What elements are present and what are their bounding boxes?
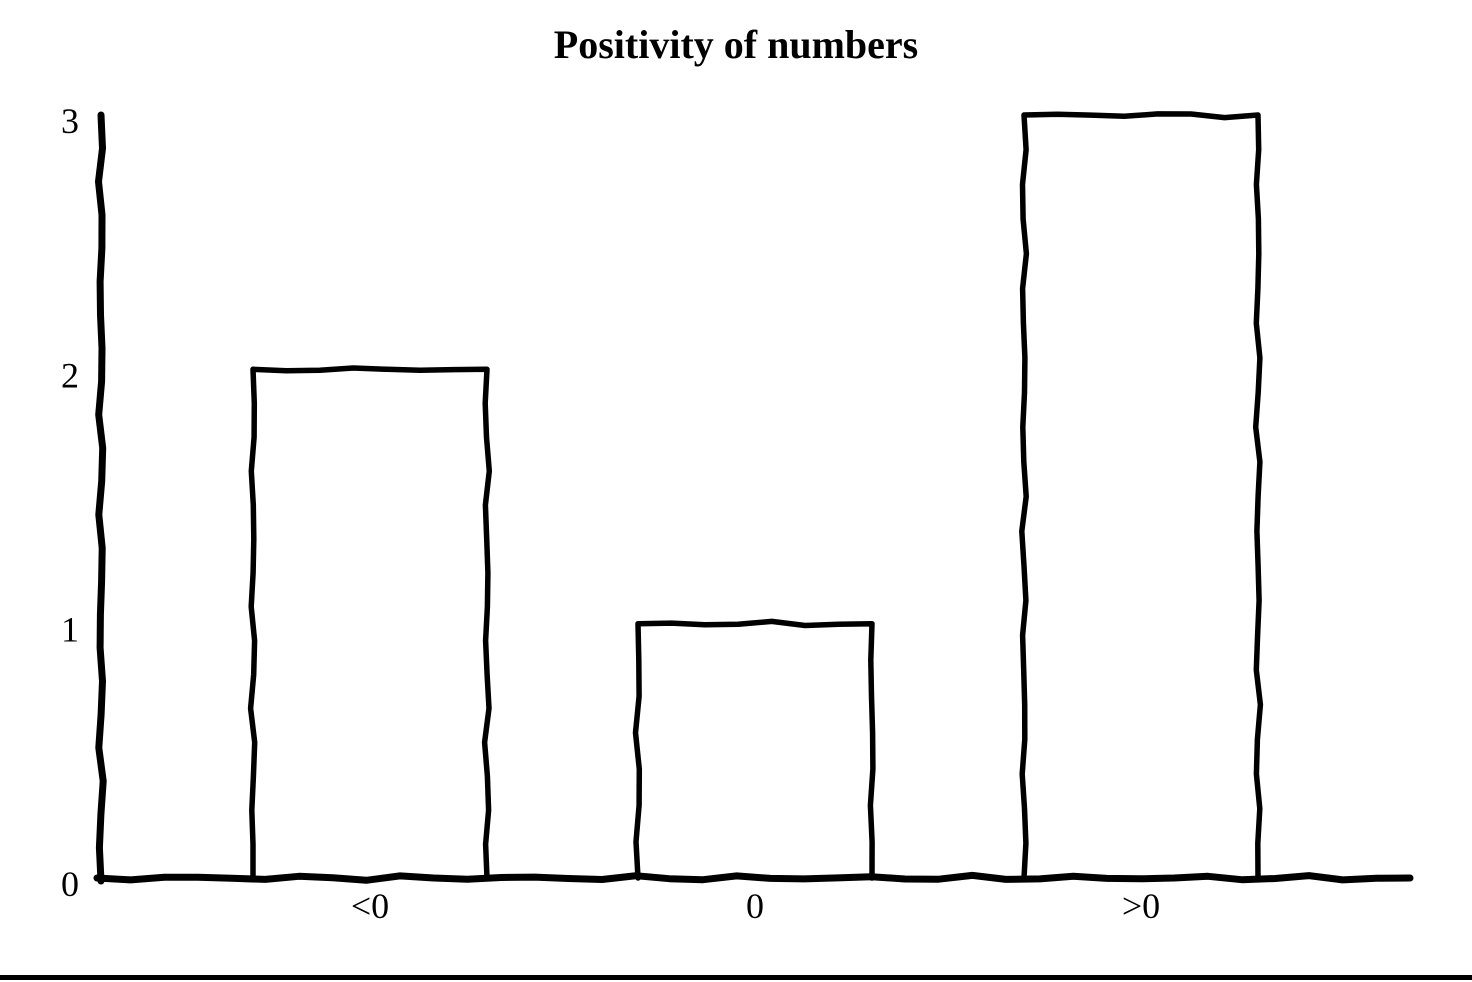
bar-<0	[247, 365, 493, 881]
y-tick-label-2: 2	[61, 355, 79, 395]
bottom-divider	[0, 975, 1472, 980]
x-tick-label-<0: <0	[351, 886, 389, 926]
x-axis	[93, 871, 1414, 884]
y-tick-label-1: 1	[61, 610, 79, 650]
bar-0	[632, 618, 876, 881]
chart-title: Positivity of numbers	[553, 22, 919, 67]
x-tick-label->0: >0	[1122, 886, 1160, 926]
y-tick-label-3: 3	[61, 101, 79, 141]
y-axis	[95, 111, 107, 885]
x-tick-label-0: 0	[746, 886, 764, 926]
y-tick-label-0: 0	[61, 864, 79, 904]
bar->0	[1019, 111, 1264, 881]
